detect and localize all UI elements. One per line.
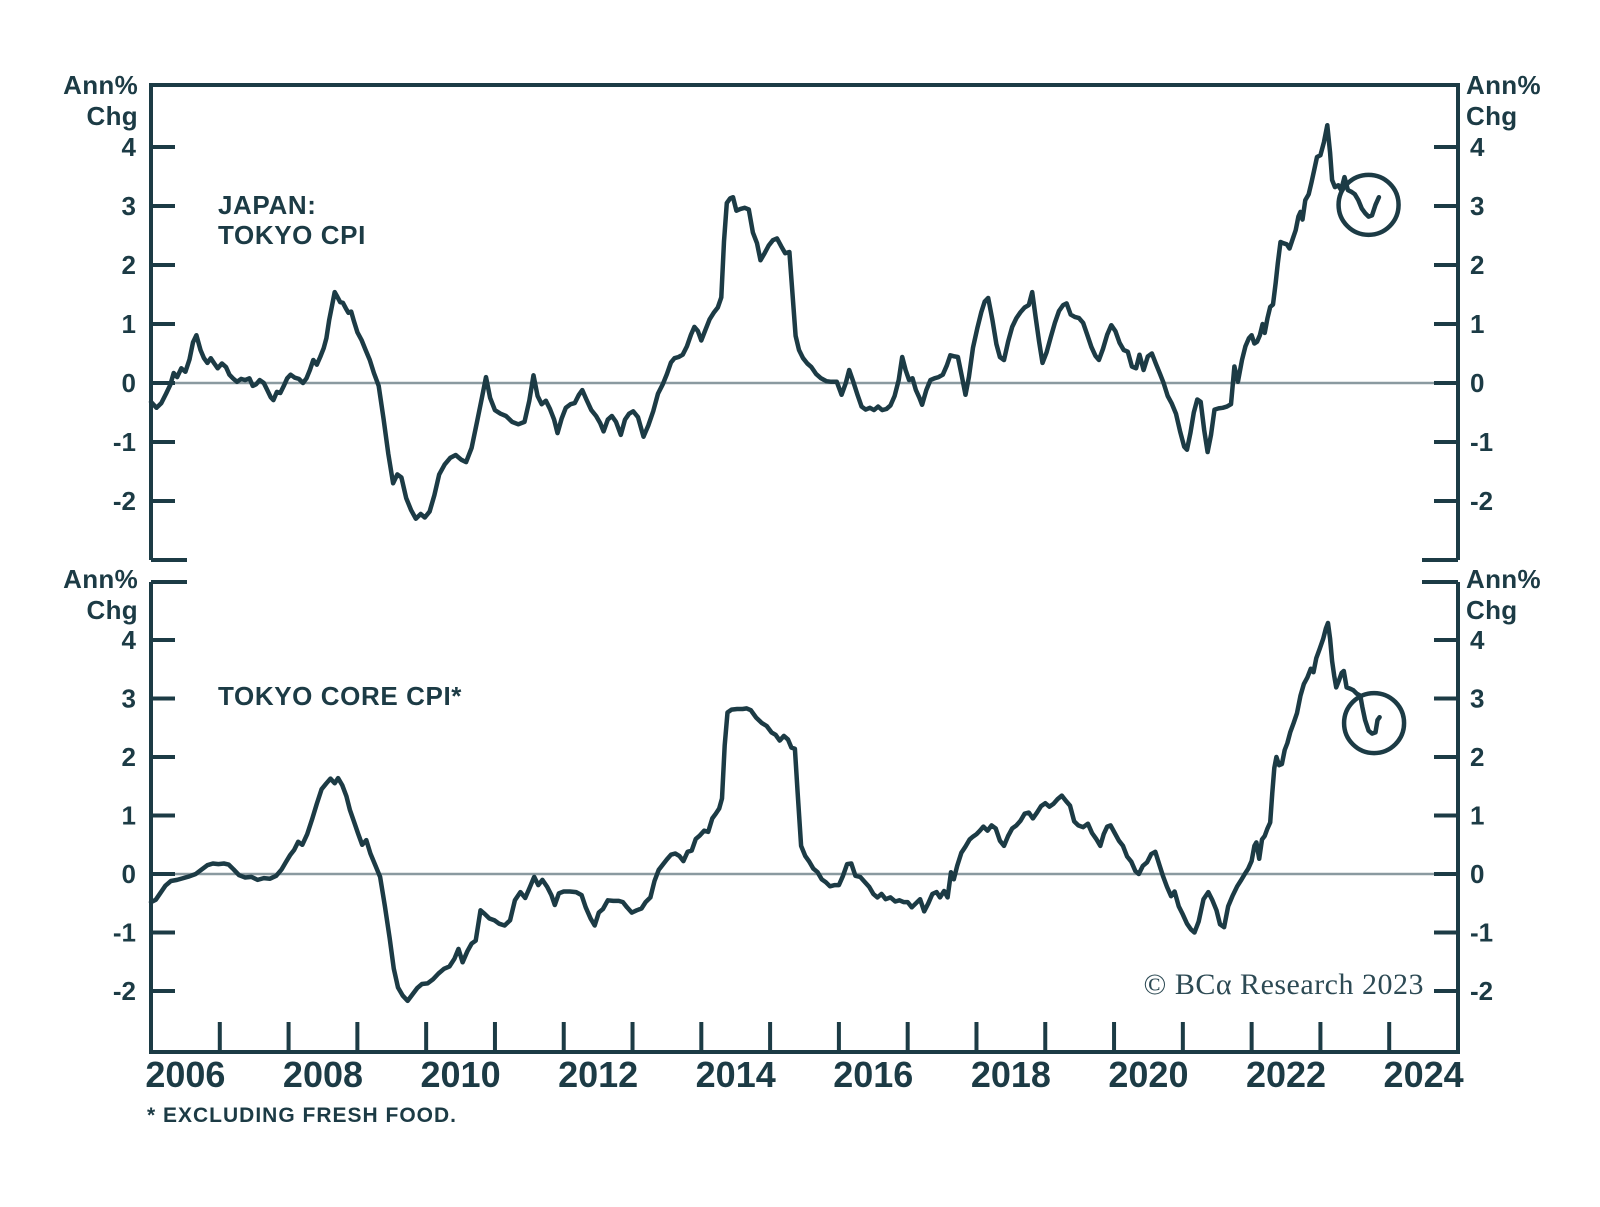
- bottom-panel-title: TOKYO CORE CPI*: [218, 681, 463, 711]
- y-axis-label-line1: Ann%: [63, 70, 138, 100]
- top-panel-title: JAPAN: TOKYO CPI: [218, 190, 366, 250]
- y-axis-tick-label-left: 0: [122, 368, 136, 398]
- y-axis-label-line1: Ann%: [63, 564, 138, 594]
- y-axis-tick-label-left: 2: [122, 250, 136, 280]
- y-axis-tick-label-left: 1: [122, 801, 136, 831]
- y-axis-tick-label-right: 4: [1470, 132, 1485, 162]
- y-axis-label-line1: Ann%: [1466, 70, 1541, 100]
- x-axis-tick-label: 2020: [1108, 1054, 1188, 1095]
- y-axis-tick-label-right: -1: [1470, 918, 1493, 948]
- latest-value-highlight-circle: [1341, 690, 1407, 756]
- y-axis-tick-label-left: -2: [113, 486, 136, 516]
- y-axis-label-line2: Chg: [1466, 101, 1518, 131]
- x-axis-tick-label: 2008: [283, 1054, 363, 1095]
- y-axis-tick-label-right: -2: [1470, 976, 1493, 1006]
- y-axis-tick-label-left: 3: [122, 684, 136, 714]
- y-axis-tick-label-right: -1: [1470, 427, 1493, 457]
- y-axis-tick-label-right: 1: [1470, 309, 1484, 339]
- y-axis-tick-label-right: 0: [1470, 368, 1484, 398]
- top-panel-title-line2: TOKYO CPI: [218, 220, 366, 250]
- top-panel-title-line1: JAPAN:: [218, 190, 317, 220]
- y-axis-tick-label-left: 4: [122, 625, 137, 655]
- x-axis-tick-label: 2006: [145, 1054, 225, 1095]
- y-axis-tick-label-right: 3: [1470, 684, 1484, 714]
- latest-value-highlight-circle: [1336, 172, 1401, 238]
- y-axis-tick-label-left: 3: [122, 191, 136, 221]
- top-panel-series-line: [148, 122, 1382, 521]
- x-axis-tick-label: 2010: [421, 1054, 501, 1095]
- y-axis-tick-label-right: 0: [1470, 859, 1484, 889]
- y-axis-tick-label-left: -2: [113, 976, 136, 1006]
- x-axis-tick-label: 2012: [558, 1054, 638, 1095]
- y-axis-tick-label-right: 3: [1470, 191, 1484, 221]
- y-axis-tick-label-left: -1: [113, 427, 136, 457]
- y-axis-tick-label-left: 0: [122, 859, 136, 889]
- footnote-text: * EXCLUDING FRESH FOOD.: [147, 1104, 458, 1127]
- y-axis-tick-label-left: -1: [113, 918, 136, 948]
- y-axis-tick-label-right: -2: [1470, 486, 1493, 516]
- y-axis-label-bottom-left: Ann% Chg: [0, 564, 138, 626]
- y-axis-tick-label-right: 4: [1470, 625, 1485, 655]
- y-axis-label-top-left: Ann% Chg: [0, 70, 138, 132]
- x-axis-tick-label: 2024: [1384, 1054, 1464, 1095]
- y-axis-tick-label-right: 1: [1470, 801, 1484, 831]
- y-axis-label-line1: Ann%: [1466, 564, 1541, 594]
- y-axis-label-line2: Chg: [1466, 595, 1518, 625]
- y-axis-label-top-right: Ann% Chg: [1466, 70, 1600, 132]
- y-axis-tick-label-right: 2: [1470, 742, 1484, 772]
- y-axis-tick-label-left: 2: [122, 742, 136, 772]
- copyright-text: © BCα Research 2023: [1143, 968, 1424, 1001]
- y-axis-tick-label-left: 1: [122, 309, 136, 339]
- y-axis-label-line2: Chg: [86, 595, 138, 625]
- y-axis-tick-label-left: 4: [122, 132, 137, 162]
- y-axis-tick-label-right: 2: [1470, 250, 1484, 280]
- bottom-panel-series-line: [148, 620, 1382, 1004]
- x-axis-tick-label: 2018: [971, 1054, 1051, 1095]
- x-axis-tick-label: 2014: [696, 1054, 776, 1095]
- x-axis-tick-label: 2022: [1246, 1054, 1326, 1095]
- x-axis-tick-label: 2016: [833, 1054, 913, 1095]
- y-axis-label-line2: Chg: [86, 101, 138, 131]
- y-axis-label-bottom-right: Ann% Chg: [1466, 564, 1600, 626]
